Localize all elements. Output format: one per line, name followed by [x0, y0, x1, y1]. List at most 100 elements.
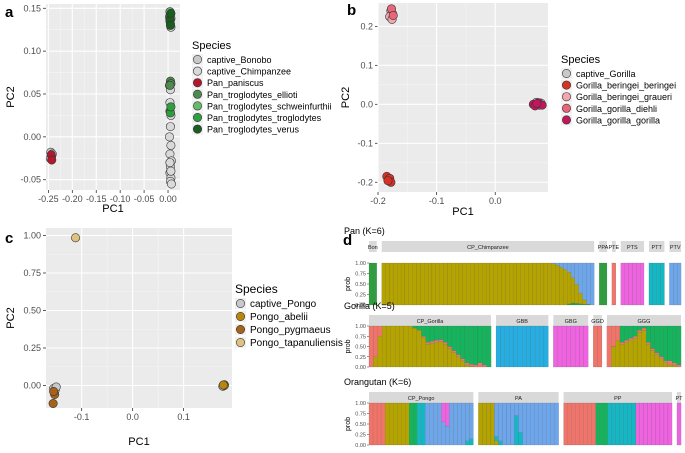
admixture-bar-segment [587, 402, 592, 446]
admixture-bar-segment [570, 262, 576, 278]
admixture-bar-segment [673, 262, 678, 306]
y-tick-label: 0.1 [360, 60, 373, 70]
admixture-bar-segment [495, 325, 501, 368]
admixture-bar-segment [443, 325, 448, 343]
x-tick-label: 0.1 [177, 412, 190, 422]
admixture-bar-segment [486, 325, 492, 368]
admixture-bar-segment [567, 272, 572, 304]
admixture-bar-segment [428, 262, 433, 306]
admixture-bar-segment [429, 325, 435, 342]
admixture-bar-segment [643, 402, 649, 446]
x-tick-label: 0.0 [489, 196, 502, 206]
data-point [532, 99, 542, 109]
admixture-bar-segment [497, 262, 502, 306]
x-tick-label: -0.05 [134, 194, 155, 204]
y-tick-label: 0.10 [23, 46, 41, 56]
admixture-bar-segment [518, 402, 523, 433]
data-point [383, 176, 393, 186]
admixture-bar-segment [505, 262, 510, 306]
group-label: PT [675, 396, 683, 402]
data-point [165, 122, 175, 132]
admixture-bar-segment [478, 402, 483, 446]
y-tick-label: 0.00 [23, 381, 41, 391]
group-label: CP_Chimpanzee [467, 245, 509, 251]
legend-key-marker [193, 54, 203, 64]
admixture-y-label: prob [345, 277, 352, 291]
admixture-panel-d: Pan (K=6) Bon CP_Chimpanzee PPA PTE PTS PTT PTV… [344, 226, 683, 449]
admixture-bar-segment [615, 325, 621, 341]
legend-key-marker [236, 324, 246, 334]
admixture-bar-segment [603, 402, 608, 446]
admixture-bar-segment [421, 336, 426, 338]
admixture-bar-segment [651, 402, 657, 446]
admixture-bar-segment [540, 262, 545, 306]
admixture-bar-segment [672, 325, 677, 363]
legend-key-marker [193, 124, 203, 134]
admixture-bar-segment [526, 402, 531, 446]
admixture-bar-segment [429, 402, 434, 446]
admixture-bar-segment [583, 402, 588, 446]
admixture-bar-segment [456, 325, 461, 355]
group-label: GGD [591, 319, 604, 325]
admixture-bar-segment [648, 262, 653, 306]
admixture-bar-segment [632, 325, 638, 337]
y-tick-label: 0.05 [23, 89, 41, 99]
legend-key-marker [236, 298, 246, 308]
admixture-bar-segment [408, 262, 413, 306]
admixture-bar-segment [530, 402, 535, 446]
admixture-bar-segment [563, 269, 568, 306]
admixture-y-tick-label: 1.00 [355, 401, 366, 407]
admixture-bar-segment [469, 438, 474, 446]
admixture-y-tick-label: 0.75 [355, 334, 366, 340]
group-strip [611, 241, 616, 252]
data-point [47, 155, 57, 165]
admixture-bar-segment [386, 325, 391, 368]
admixture-bar-segment [445, 426, 450, 446]
admixture-bar-segment [413, 402, 418, 446]
group-label: PP [614, 396, 622, 402]
admixture-bar-segment [660, 262, 665, 306]
admixture-bar-segment [461, 402, 466, 446]
admixture-bar-segment [506, 402, 511, 446]
admixture-bar-segment [504, 325, 510, 368]
admixture-bar-segment [456, 354, 461, 357]
admixture-bar-segment [514, 415, 519, 446]
admixture-bar-segment [636, 262, 641, 306]
admixture-bar-segment [522, 325, 527, 368]
admixture-bar-segment [376, 402, 382, 446]
admixture-bar-segment [522, 402, 527, 446]
group-strip [599, 241, 607, 252]
legend-key-marker [561, 115, 571, 125]
admixture-bar-segment [470, 262, 475, 306]
plot-background [46, 228, 232, 408]
admixture-bar-segment [632, 336, 638, 339]
admixture-bar-segment [429, 343, 435, 368]
admixture-bar-segment [473, 364, 479, 368]
admixture-bar-segment [667, 325, 673, 361]
admixture-bar-segment [510, 402, 515, 446]
admixture-bar-segment [498, 440, 503, 446]
admixture-bar-segment [635, 402, 641, 446]
x-tick-label: -0.20 [62, 194, 83, 204]
admixture-y-tick-label: 0.50 [355, 422, 366, 428]
admixture-bar-segment [473, 325, 479, 366]
admixture-bar-segment [663, 360, 669, 363]
legend-entry: Pan_troglodytes_ellioti [207, 90, 298, 100]
group-strip [369, 241, 377, 252]
x-tick-label: 0.00 [159, 194, 177, 204]
admixture-bar-segment [663, 402, 669, 446]
admixture-bar-segment [460, 325, 466, 359]
legend-entry: Gorilla_beringei_graueri [576, 92, 672, 102]
admixture-bar-segment [597, 325, 603, 368]
admixture-bar-segment [502, 402, 507, 446]
admixture-bar-segment [624, 342, 629, 368]
admixture-bar-segment [500, 325, 505, 368]
admixture-bar-segment [571, 402, 576, 446]
admixture-bar-segment [424, 262, 429, 306]
legend-title: Species [561, 54, 601, 66]
legend-key-marker [193, 101, 203, 111]
y-tick-label: 0.00 [23, 132, 41, 142]
admixture-bar-segment [641, 325, 647, 329]
admixture-bar-segment [416, 262, 421, 306]
